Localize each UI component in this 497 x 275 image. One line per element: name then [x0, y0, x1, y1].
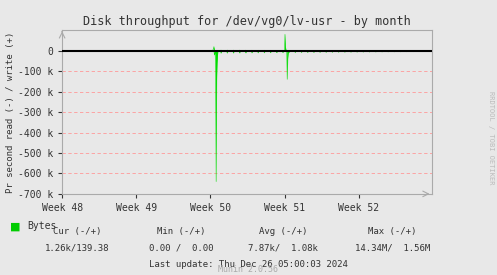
Text: Munin 2.0.56: Munin 2.0.56: [219, 265, 278, 274]
Text: Max (-/+): Max (-/+): [368, 227, 417, 236]
Text: Bytes: Bytes: [27, 221, 57, 231]
Text: 7.87k/  1.08k: 7.87k/ 1.08k: [248, 243, 318, 252]
Text: ■: ■: [10, 221, 20, 231]
Text: Avg (-/+): Avg (-/+): [259, 227, 308, 236]
Y-axis label: Pr second read (-) / write (+): Pr second read (-) / write (+): [6, 31, 15, 193]
Text: Cur (-/+): Cur (-/+): [53, 227, 101, 236]
Text: RRDTOOL / TOBI OETIKER: RRDTOOL / TOBI OETIKER: [488, 91, 494, 184]
Text: Last update: Thu Dec 26 05:00:03 2024: Last update: Thu Dec 26 05:00:03 2024: [149, 260, 348, 269]
Text: 1.26k/139.38: 1.26k/139.38: [45, 243, 109, 252]
Title: Disk throughput for /dev/vg0/lv-usr - by month: Disk throughput for /dev/vg0/lv-usr - by…: [83, 15, 411, 28]
Text: 14.34M/  1.56M: 14.34M/ 1.56M: [355, 243, 430, 252]
Text: Min (-/+): Min (-/+): [157, 227, 206, 236]
Text: 0.00 /  0.00: 0.00 / 0.00: [149, 243, 214, 252]
